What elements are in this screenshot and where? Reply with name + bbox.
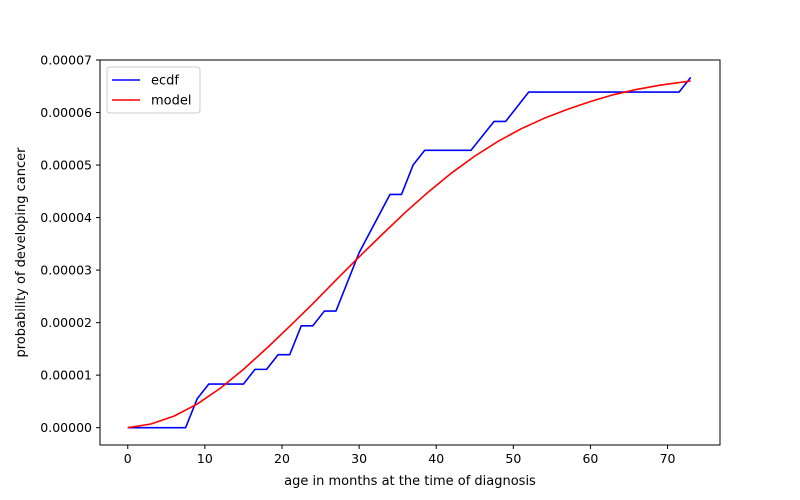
x-tick-label: 10 <box>197 451 213 466</box>
legend-box <box>106 66 201 114</box>
x-tick-label: 60 <box>582 451 598 466</box>
y-axis-ticks: 0.00000 0.00001 0.00002 0.00003 0.00004 0.000… <box>40 53 100 435</box>
legend-label-model: model <box>151 94 191 109</box>
y-tick-label: 0.00006 <box>40 105 92 120</box>
series-line-model <box>127 80 691 429</box>
x-tick-label: 50 <box>505 451 521 466</box>
y-axis-label: probability of developing cancer <box>14 147 29 358</box>
series-line-ecdf <box>127 76 692 429</box>
y-tick-label: 0.00000 <box>40 420 92 435</box>
legend: ecdf model <box>106 66 201 114</box>
series-layer <box>127 76 692 429</box>
y-tick-label: 0.00007 <box>40 53 92 68</box>
y-tick-label: 0.00001 <box>40 368 92 383</box>
x-tick-label: 0 <box>124 451 132 466</box>
x-tick-label: 70 <box>660 451 676 466</box>
x-tick-label: 20 <box>274 451 290 466</box>
legend-label-ecdf: ecdf <box>151 74 179 89</box>
y-tick-label: 0.00004 <box>40 210 92 225</box>
x-tick-label: 30 <box>351 451 367 466</box>
axes-frame <box>99 59 721 446</box>
plot-area <box>99 59 721 446</box>
x-axis-label: age in months at the time of diagnosis <box>284 474 536 489</box>
y-tick-label: 0.00003 <box>40 263 92 278</box>
x-axis-ticks: 0 10 20 30 40 50 60 70 <box>124 445 676 466</box>
x-tick-label: 40 <box>428 451 444 466</box>
y-tick-label: 0.00005 <box>40 158 92 173</box>
y-tick-label: 0.00002 <box>40 315 92 330</box>
